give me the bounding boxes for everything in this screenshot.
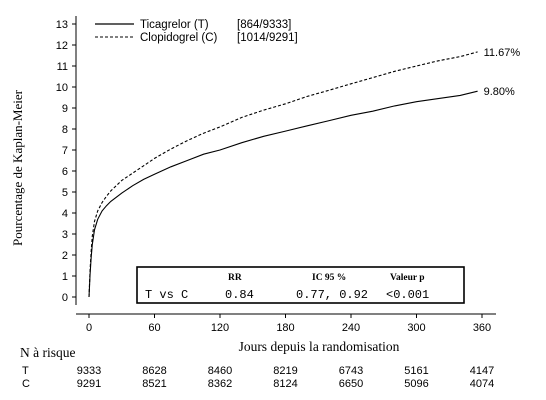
y-tick-label: 9 bbox=[62, 103, 68, 115]
x-tick-label: 300 bbox=[407, 322, 425, 334]
risk-value: 6743 bbox=[339, 365, 363, 377]
risk-value: 8362 bbox=[208, 378, 232, 390]
legend: Ticagrelor (T) [864/9333] Clopidogrel (C… bbox=[95, 19, 298, 44]
y-axis-label: Pourcentage de Kaplan-Meier bbox=[10, 89, 25, 246]
risk-value: 4074 bbox=[470, 378, 494, 390]
stats-value-ci: 0.77, 0.92 bbox=[296, 288, 368, 302]
stats-header-rr: RR bbox=[228, 273, 242, 283]
risk-row-label-t: T bbox=[22, 365, 29, 377]
legend-label-ticagrelor: Ticagrelor (T) bbox=[140, 19, 209, 31]
stats-row-label: T vs C bbox=[145, 288, 188, 302]
stats-value-p: <0.001 bbox=[386, 288, 429, 302]
y-tick-label: 10 bbox=[56, 82, 68, 94]
x-ticks: 0 60 120 180 240 300 360 bbox=[86, 314, 491, 334]
x-tick-label: 120 bbox=[211, 322, 229, 334]
risk-value: 6650 bbox=[339, 378, 363, 390]
x-tick-label: 0 bbox=[86, 322, 92, 334]
stats-value-rr: 0.84 bbox=[225, 288, 254, 302]
y-tick-label: 8 bbox=[62, 124, 68, 136]
x-tick-label: 360 bbox=[473, 322, 491, 334]
clopidogrel-end-label: 11.67% bbox=[484, 47, 521, 59]
ticagrelor-curve bbox=[88, 90, 478, 298]
legend-count-ticagrelor: [864/9333] bbox=[237, 19, 291, 31]
y-tick-label: 12 bbox=[56, 40, 68, 52]
stats-header-p: Valeur p bbox=[390, 273, 425, 283]
risk-value: 8460 bbox=[208, 365, 232, 377]
y-tick-label: 5 bbox=[62, 187, 68, 199]
y-tick-label: 7 bbox=[62, 145, 68, 157]
risk-value: 9333 bbox=[77, 365, 101, 377]
stats-box: RR IC 95 % Valeur p T vs C 0.84 0.77, 0.… bbox=[136, 266, 465, 304]
ticagrelor-end-label: 9.80% bbox=[484, 86, 515, 98]
risk-table-title: N à risque bbox=[20, 345, 75, 360]
risk-value: 8219 bbox=[273, 365, 297, 377]
risk-value: 5096 bbox=[404, 378, 428, 390]
y-tick-label: 2 bbox=[62, 250, 68, 262]
stats-header-ci: IC 95 % bbox=[312, 273, 346, 283]
y-tick-label: 6 bbox=[62, 166, 68, 178]
risk-value: 8124 bbox=[273, 378, 297, 390]
y-tick-label: 0 bbox=[62, 292, 68, 304]
y-tick-label: 13 bbox=[56, 19, 68, 31]
legend-count-clopidogrel: [1014/9291] bbox=[237, 32, 298, 44]
survival-curves bbox=[88, 51, 478, 298]
clopidogrel-curve bbox=[88, 51, 478, 298]
legend-label-clopidogrel: Clopidogrel (C) bbox=[140, 32, 218, 44]
risk-value: 8521 bbox=[142, 378, 166, 390]
risk-row-label-c: C bbox=[22, 378, 30, 390]
risk-values: 9333 8628 8460 8219 6743 5161 4147 9291 8521 8362… bbox=[77, 365, 494, 390]
stats-box-frame bbox=[136, 266, 465, 304]
y-tick-label: 4 bbox=[62, 208, 68, 220]
x-tick-label: 180 bbox=[276, 322, 294, 334]
risk-value: 8628 bbox=[142, 365, 166, 377]
y-tick-label: 11 bbox=[57, 61, 68, 73]
y-tick-label: 1 bbox=[62, 271, 68, 283]
x-tick-label: 240 bbox=[342, 322, 360, 334]
x-axis-label: Jours depuis la randomisation bbox=[239, 339, 400, 354]
risk-value: 9291 bbox=[77, 378, 101, 390]
y-tick-label: 3 bbox=[62, 229, 68, 241]
risk-value: 5161 bbox=[404, 365, 428, 377]
risk-value: 4147 bbox=[470, 365, 494, 377]
x-tick-label: 60 bbox=[148, 322, 160, 334]
